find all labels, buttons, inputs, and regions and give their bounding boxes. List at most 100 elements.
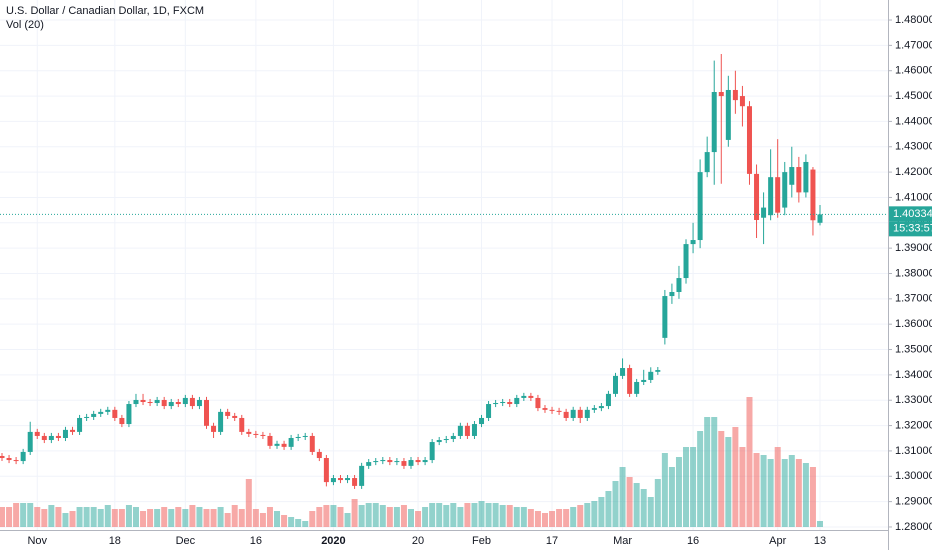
x-tick-label: 2020	[321, 535, 345, 547]
grid-layer	[0, 0, 888, 530]
candle-body	[563, 411, 569, 418]
volume-bar	[365, 503, 372, 527]
volume-bar	[69, 511, 76, 527]
candle-body	[683, 244, 689, 279]
candle-body	[161, 399, 167, 407]
volume-bar	[541, 513, 548, 527]
volume-bar	[647, 497, 654, 527]
volume-bar	[767, 459, 774, 527]
candle-body	[479, 417, 485, 425]
candle-body	[507, 401, 513, 405]
volume-bar	[125, 505, 132, 527]
volume-bar	[41, 509, 48, 527]
volume-bar	[386, 507, 393, 527]
candle-body	[605, 393, 611, 407]
candle-body	[803, 161, 809, 193]
volume-bar	[605, 491, 612, 527]
chart-title: U.S. Dollar / Canadian Dollar, 1D, FXCM	[6, 5, 204, 17]
volume-bar	[415, 511, 422, 527]
volume-bar	[725, 437, 732, 527]
volume-bar	[408, 509, 414, 527]
candle-body	[500, 401, 506, 404]
candle-body	[133, 399, 139, 405]
volume-bar	[358, 505, 365, 527]
candle-body	[613, 375, 618, 394]
y-tick-label: 1.35000	[895, 343, 932, 355]
candle-body	[415, 460, 421, 463]
volume-bar	[161, 507, 168, 527]
volume-bar	[0, 507, 5, 527]
candle-body	[457, 425, 463, 436]
volume-bar	[132, 507, 139, 527]
candle-body	[352, 478, 358, 486]
candle-body	[70, 429, 76, 432]
candle-body	[140, 399, 146, 402]
candle-body	[0, 455, 5, 459]
candle-body	[655, 370, 661, 372]
candle-body	[761, 207, 767, 218]
candle-body	[55, 435, 61, 438]
volume-bar	[323, 505, 330, 527]
volume-bar	[274, 511, 281, 527]
volume-bar	[753, 453, 760, 527]
volume-bar	[520, 507, 527, 527]
volume-bar	[217, 507, 224, 527]
candle-body	[697, 172, 703, 241]
y-tick-label: 1.38000	[895, 267, 932, 279]
candle-body	[754, 173, 760, 221]
candle-body	[591, 408, 597, 410]
volume-bar	[697, 431, 704, 527]
volume-bar	[210, 509, 217, 527]
candle-body	[295, 436, 301, 438]
candle-body	[436, 440, 442, 443]
volume-bar	[598, 497, 605, 527]
y-tick-label: 1.36000	[895, 318, 932, 330]
candle-body	[189, 397, 195, 407]
y-tick-label: 1.28000	[895, 521, 932, 533]
volume-bar	[675, 457, 682, 527]
volume-bar	[6, 507, 13, 527]
y-tick-label: 1.34000	[895, 369, 932, 381]
candle-body	[48, 435, 54, 441]
countdown-box	[889, 221, 932, 237]
volume-bar	[34, 507, 41, 527]
candle-body	[408, 460, 414, 466]
candle-body	[225, 411, 231, 416]
y-tick-label: 1.31000	[895, 445, 932, 457]
candle-body	[34, 431, 40, 436]
candle-body	[387, 460, 393, 463]
candle-body	[27, 431, 33, 452]
volume-bar	[344, 513, 351, 527]
volume-bar	[245, 479, 252, 527]
volume-bar	[591, 501, 598, 527]
candle-body	[77, 417, 83, 432]
volume-bar	[48, 505, 55, 527]
volume-bar	[612, 481, 619, 527]
candle-body	[641, 379, 647, 382]
y-tick-label: 1.33000	[895, 394, 932, 406]
candle-body	[620, 368, 626, 376]
candle-body	[627, 368, 633, 394]
candle-body	[810, 169, 816, 221]
candle-body	[486, 404, 492, 418]
volume-bar	[104, 505, 111, 527]
x-tick-label: 13	[814, 535, 826, 547]
volume-bar	[429, 503, 436, 527]
volume-bar	[527, 509, 534, 527]
y-tick-label: 1.44000	[895, 115, 932, 127]
candle-body	[175, 401, 181, 405]
volume-bar	[809, 467, 816, 527]
candle-body	[105, 409, 111, 412]
candle-body	[535, 397, 541, 409]
volume-bar	[252, 509, 259, 527]
volume-bar	[259, 513, 266, 527]
countdown-label: 15:33:57	[893, 223, 932, 235]
candle-body	[464, 425, 470, 436]
volume-bar	[76, 507, 83, 527]
y-tick-label: 1.29000	[895, 496, 932, 508]
volume-layer	[0, 397, 823, 527]
candle-body	[302, 435, 308, 437]
x-tick-label: Apr	[769, 535, 786, 547]
